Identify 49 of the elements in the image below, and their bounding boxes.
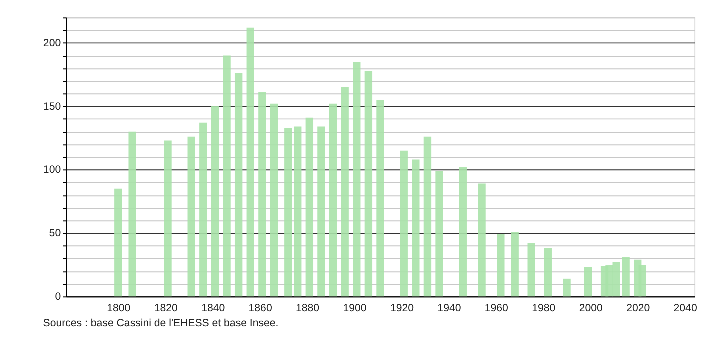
bar [329, 104, 338, 297]
bar [114, 188, 122, 297]
bar [544, 248, 552, 297]
x-tick-label: 1980 [532, 302, 556, 315]
bar [353, 62, 361, 297]
bar [364, 70, 373, 297]
bar [478, 184, 486, 297]
bar [246, 28, 254, 297]
x-tick-label: 1900 [343, 302, 367, 315]
x-tick-label: 2040 [674, 302, 698, 315]
bar [584, 268, 592, 297]
bar [223, 56, 231, 297]
source-note: Sources : base Cassini de l'EHESS et base Insee. [43, 318, 279, 330]
bar [497, 234, 505, 297]
bar [318, 126, 326, 297]
bar [164, 140, 172, 297]
y-tick-label: 100 [43, 164, 62, 176]
bar [128, 132, 136, 297]
y-tick-label: 150 [43, 100, 62, 113]
y-tick-label: 50 [49, 228, 62, 240]
x-tick-label: 1820 [154, 302, 178, 315]
bar [528, 243, 536, 297]
bar [511, 232, 519, 297]
bar [424, 136, 432, 297]
bar [412, 160, 420, 297]
x-tick-label: 1960 [484, 302, 509, 315]
bar [341, 87, 349, 297]
bar [234, 73, 243, 297]
bar [258, 92, 266, 297]
bar [436, 171, 444, 297]
bar [270, 104, 278, 297]
x-tick-label: 1940 [438, 302, 462, 315]
x-tick-label: 2020 [626, 302, 650, 315]
bar [306, 118, 314, 297]
bar [200, 122, 208, 297]
x-tick-label: 1920 [390, 302, 414, 315]
x-tick-label: 2000 [579, 302, 603, 315]
bar [400, 150, 408, 297]
bar [563, 278, 571, 297]
x-tick-label: 1860 [248, 302, 272, 315]
bar [459, 167, 467, 297]
bar [211, 106, 220, 297]
bar [188, 136, 196, 297]
x-tick-label: 1840 [202, 302, 226, 315]
y-tick-label: 200 [43, 37, 62, 50]
bar [376, 100, 384, 297]
y-tick-label: 0 [55, 291, 62, 304]
x-tick-label: 1880 [296, 302, 320, 315]
x-tick-label: 1800 [107, 302, 131, 315]
